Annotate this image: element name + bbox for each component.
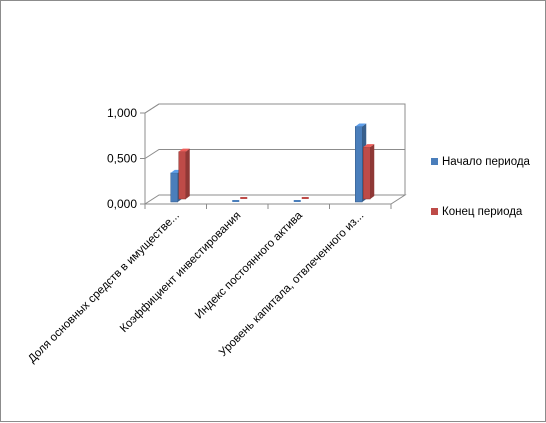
chart-bars	[170, 123, 375, 203]
bar-flat	[301, 197, 309, 199]
chart-legend: Начало периода Конец периода	[431, 156, 531, 218]
y-tick-label: 1,000	[107, 106, 137, 120]
x-axis-labels: Доля основных средств в имуществе...Коэф…	[26, 209, 366, 365]
bar-top	[178, 148, 190, 152]
bar-flat	[240, 197, 248, 199]
bar-front	[355, 126, 363, 203]
legend-swatch	[431, 208, 438, 215]
chart-gridlines	[144, 103, 405, 159]
legend-label: Конец периода	[442, 206, 523, 218]
y-tick-label: 0,500	[107, 152, 137, 166]
bar-front	[363, 146, 371, 200]
bar-front	[170, 172, 178, 203]
bar-flat	[293, 200, 301, 202]
bar-top	[363, 144, 375, 148]
bar-side	[185, 148, 190, 199]
bar-top	[355, 123, 367, 127]
gridline	[144, 149, 405, 159]
y-tick-label: 0,000	[107, 197, 137, 211]
x-category-label: Индекс постоянного актива	[193, 209, 305, 321]
bar-start-3	[293, 200, 301, 202]
x-category-label: Уровень капитала, отвлеченного из...	[217, 210, 366, 359]
bar-side	[370, 144, 375, 199]
bar-end-3	[301, 197, 309, 199]
bar-end-1	[178, 148, 190, 200]
legend-swatch	[431, 158, 438, 165]
y-axis-ticks: 0,000 0,500 1,000	[107, 106, 145, 211]
bar-start-2	[232, 200, 240, 202]
bar-flat	[232, 200, 240, 202]
bar-end-4	[363, 144, 375, 200]
gridline	[144, 103, 405, 114]
chart-floor	[143, 194, 407, 205]
x-category-label: Коэффициент инвестирования	[118, 210, 243, 335]
legend-label: Начало периода	[442, 156, 531, 168]
bar-end-2	[240, 197, 248, 199]
bar-front	[178, 151, 186, 200]
x-axis-ticks	[144, 204, 392, 209]
